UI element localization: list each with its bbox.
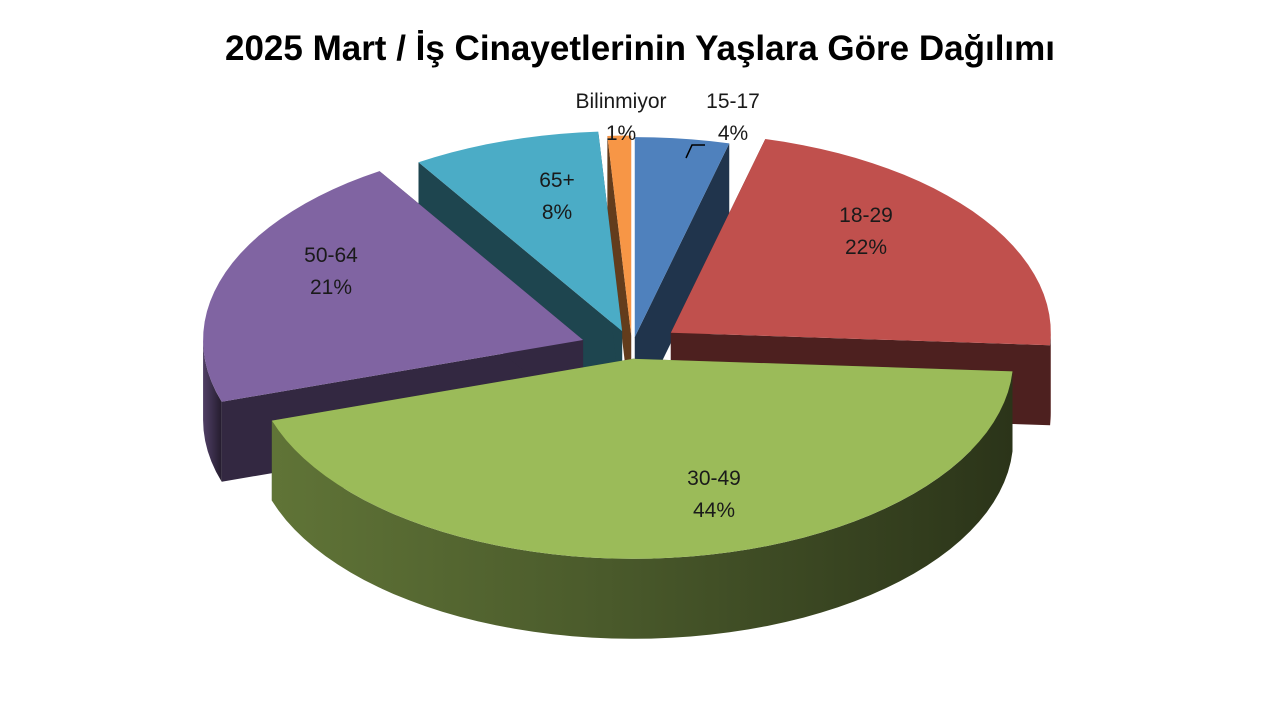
slice-wall-Bilinmiyor-0 <box>607 135 632 416</box>
slice-rim-18-29-0 <box>1050 332 1051 426</box>
slice-label-18-29: 18-29 <box>839 204 893 227</box>
slice-50-64 <box>203 171 584 402</box>
slice-label-30-49: 30-49 <box>687 467 741 490</box>
slice-percent-30-49: 44% <box>693 499 735 522</box>
slice-label-15-17: 15-17 <box>706 90 760 113</box>
slice-rim-30-49-0 <box>271 371 1013 639</box>
slice-30-49 <box>271 358 1013 559</box>
pie-tops <box>203 131 1051 559</box>
slice-15-17 <box>634 137 730 338</box>
slice-label-65+: 65+ <box>539 169 575 192</box>
slice-percent-65+: 8% <box>542 201 572 224</box>
slice-Bilinmiyor <box>607 135 632 336</box>
pie-labels: 15-17 4% 18-29 22% 30-49 44% 50-64 21% 65+ 8% Bili… <box>304 90 893 522</box>
slice-percent-15-17: 4% <box>718 122 748 145</box>
slice-label-Bilinmiyor: Bilinmiyor <box>575 90 666 113</box>
slice-wall-15-17-1 <box>634 143 730 418</box>
slice-percent-Bilinmiyor: 1% <box>606 122 636 145</box>
slice-percent-18-29: 22% <box>845 236 887 259</box>
slice-percent-50-64: 21% <box>310 276 352 299</box>
leader-line-15-17 <box>685 144 705 159</box>
slice-65+ <box>418 131 623 332</box>
chart-title: 2025 Mart / İş Cinayetlerinin Yaşlara Gö… <box>224 29 1055 68</box>
slice-18-29 <box>670 138 1051 346</box>
slice-label-50-64: 50-64 <box>304 244 358 267</box>
slice-rim-50-64-0 <box>203 339 222 482</box>
